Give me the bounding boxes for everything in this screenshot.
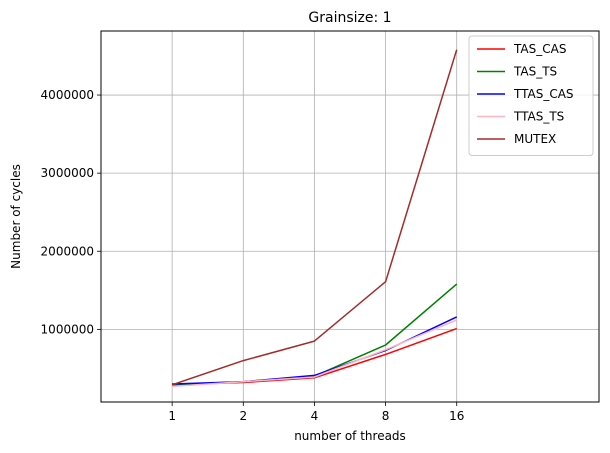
x-tick-label: 16 <box>449 409 464 423</box>
legend-label: MUTEX <box>514 132 556 146</box>
legend-box <box>468 35 594 156</box>
x-tick-label: 4 <box>311 409 319 423</box>
series-line-mutex <box>171 49 458 386</box>
y-axis-ticks: 1000000 2000000 3000000 4000000 <box>41 88 101 336</box>
legend-label: TTAS_TS <box>513 110 564 124</box>
series-line-ttas-ts <box>172 319 457 388</box>
legend-label: TTAS_CAS <box>513 87 574 101</box>
y-tick-label: 3000000 <box>41 166 94 180</box>
legend-label: TAS_TS <box>513 65 557 79</box>
series-lines <box>171 49 458 388</box>
chart-title: Grainsize: 1 <box>308 10 391 26</box>
x-tick-label: 2 <box>239 409 247 423</box>
x-axis-title: number of threads <box>294 429 406 443</box>
x-tick-label: 1 <box>168 409 176 423</box>
x-tick-label: 8 <box>382 409 390 423</box>
x-axis-ticks: 1 2 4 8 16 <box>168 402 464 423</box>
y-tick-label: 2000000 <box>41 244 94 258</box>
y-tick-label: 4000000 <box>41 88 94 102</box>
legend-label: TAS_CAS <box>513 42 566 56</box>
y-axis-title: Number of cycles <box>9 164 23 269</box>
plot-frame <box>100 30 600 403</box>
legend: TAS_CAS TAS_TS TTAS_CAS TTAS_TS MUTEX <box>468 35 594 156</box>
y-tick-label: 1000000 <box>41 322 94 336</box>
